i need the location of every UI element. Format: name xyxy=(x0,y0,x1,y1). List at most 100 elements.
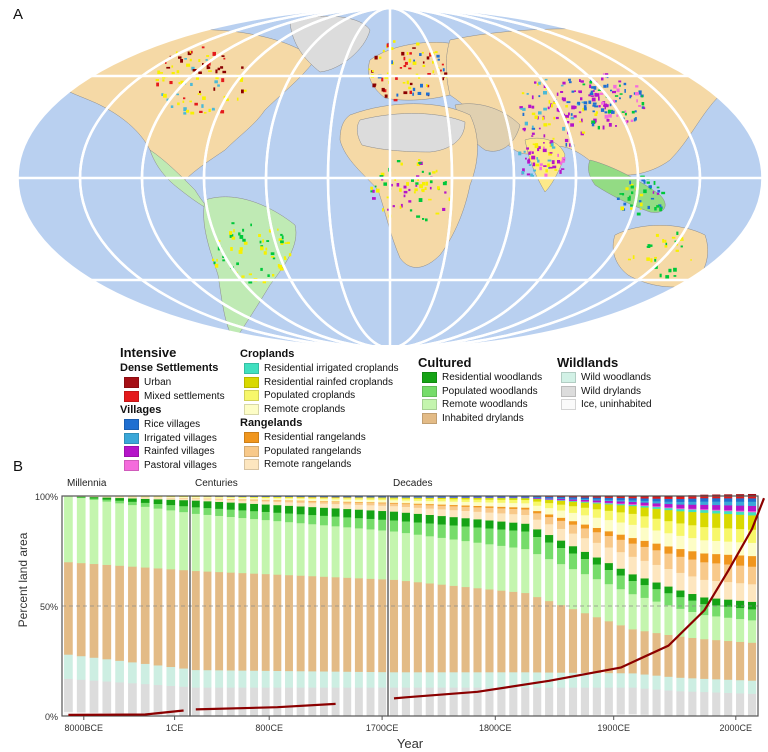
land-use-pixel xyxy=(661,191,666,195)
bar-segment-rainfed-villages xyxy=(568,499,578,501)
bar-segment-wild-woodlands xyxy=(700,678,709,693)
land-use-pixel xyxy=(592,110,595,113)
bar-segment-wild-drylands xyxy=(378,687,387,717)
bar-segment-residential-rangelands xyxy=(747,555,757,567)
bar-segment-remote-croplands xyxy=(628,524,637,539)
bar-segment-populated-rangelands xyxy=(285,500,293,503)
land-use-pixel xyxy=(589,84,592,89)
bar-segment-residential-rangelands xyxy=(296,500,305,502)
bar-segment-remote-rangelands xyxy=(557,528,566,541)
land-use-pixel xyxy=(421,170,424,173)
bar-segment-residential-woodlands xyxy=(238,502,247,511)
bar-segment-residential-woodlands xyxy=(401,512,410,522)
land-use-pixel xyxy=(531,105,535,109)
legend-label: Rainfed villages xyxy=(144,446,215,457)
land-use-pixel xyxy=(627,197,631,201)
land-use-pixel xyxy=(243,89,247,92)
land-use-pixel xyxy=(598,96,600,101)
legend-label: Wild woodlands xyxy=(581,372,652,383)
bar-segment-inhabited-drylands xyxy=(640,630,649,675)
bar-segment-rice-villages xyxy=(557,496,566,499)
bar-segment-rice-villages xyxy=(747,498,757,502)
bar-segment-wild-woodlands xyxy=(736,679,745,694)
land-use-pixel xyxy=(239,247,243,251)
bar-segment-inhabited-drylands xyxy=(273,574,282,671)
bar-segment-wild-drylands xyxy=(308,687,317,717)
land-use-pixel xyxy=(549,152,553,154)
bar-segment-wild-drylands xyxy=(76,679,86,713)
bar-segment-wild-woodlands xyxy=(140,663,150,685)
bar-segment-irrigated-villages xyxy=(616,499,625,502)
land-use-pixel xyxy=(578,103,581,106)
land-use-pixel xyxy=(568,112,570,116)
land-use-pixel xyxy=(442,181,447,186)
land-use-pixel xyxy=(574,106,577,109)
bar-segment-remote-woodlands xyxy=(449,539,458,586)
land-use-pixel xyxy=(230,247,233,251)
land-use-pixel xyxy=(396,160,401,163)
bar-segment-residential-woodlands xyxy=(250,503,259,512)
bar-segment-populated-woodlands xyxy=(296,513,305,524)
bar-segment-remote-woodlands xyxy=(89,499,99,565)
bar-segment-populated-croplands xyxy=(413,498,422,501)
bar-segment-residential-rainfed-croplands xyxy=(616,505,625,513)
land-use-pixel xyxy=(532,162,536,167)
legend-swatch xyxy=(124,390,139,402)
land-use-pixel xyxy=(597,125,600,130)
bar-segment-irrigated-villages xyxy=(664,501,673,505)
land-use-pixel xyxy=(574,90,576,92)
land-use-pixel xyxy=(166,66,171,69)
bar-segment-populated-croplands xyxy=(688,524,697,539)
globe-outline xyxy=(17,7,763,345)
land-use-pixel xyxy=(562,97,566,102)
bar-segment-residential-irrigated-croplands xyxy=(640,505,649,508)
land-use-pixel xyxy=(178,82,180,85)
land-use-pixel xyxy=(372,189,375,193)
bar-segment-wild-woodlands xyxy=(521,672,530,688)
bar-segment-urban xyxy=(700,494,709,497)
bar-segment-populated-rangelands xyxy=(401,503,410,507)
legend-item-populated-woodlands: Populated woodlands xyxy=(418,385,542,399)
bar-segment-populated-woodlands xyxy=(378,519,387,531)
bar-segment-wild-drylands xyxy=(676,691,685,717)
land-use-pixel xyxy=(186,109,190,113)
land-use-pixel xyxy=(680,245,683,248)
land-use-pixel xyxy=(641,102,645,106)
bar-segment-populated-croplands xyxy=(273,497,282,499)
land-use-pixel xyxy=(288,253,292,257)
land-use-pixel xyxy=(250,223,252,227)
bar-segment-rice-villages xyxy=(568,497,578,499)
land-use-pixel xyxy=(259,240,262,244)
meridian-line xyxy=(140,8,640,345)
bar-segment-populated-woodlands xyxy=(545,542,554,560)
bar-segment-residential-rainfed-croplands xyxy=(688,511,697,526)
bar-segment-wild-woodlands xyxy=(652,675,661,690)
bar-segment-remote-rangelands xyxy=(521,514,530,524)
bar-segment-populated-croplands xyxy=(473,499,482,503)
bar-segment-residential-woodlands xyxy=(115,497,124,501)
bar-segment-rice-villages xyxy=(533,496,542,498)
land-use-pixel xyxy=(583,101,588,105)
land-use-pixel xyxy=(655,233,659,237)
legend-dense-title: Dense Settlements xyxy=(120,362,219,374)
bar-segment-wild-woodlands xyxy=(215,670,224,688)
bar-segment-rice-villages xyxy=(437,496,446,498)
land-use-pixel xyxy=(528,104,532,109)
land-use-pixel xyxy=(412,92,414,96)
land-use-pixel xyxy=(578,111,582,114)
bar-segment-wild-woodlands xyxy=(354,671,363,688)
y-axis-label: Percent land area xyxy=(16,532,30,627)
bar-segment-rainfed-villages xyxy=(604,500,613,503)
land-use-pixel xyxy=(653,181,656,185)
bar-segment-remote-croplands xyxy=(285,498,293,501)
urban-trend-line xyxy=(195,702,336,711)
land-use-pixel xyxy=(668,268,672,273)
bar-segment-populated-woodlands xyxy=(712,605,721,617)
urban-trend-line xyxy=(68,709,184,716)
bar-segment-populated-woodlands xyxy=(736,607,745,620)
bar-segment-wild-woodlands xyxy=(319,671,328,688)
land-use-pixel xyxy=(552,137,555,140)
land-use-pixel xyxy=(565,142,568,147)
bar-segment-inhabited-drylands xyxy=(89,563,99,658)
land-use-pixel xyxy=(553,116,555,120)
